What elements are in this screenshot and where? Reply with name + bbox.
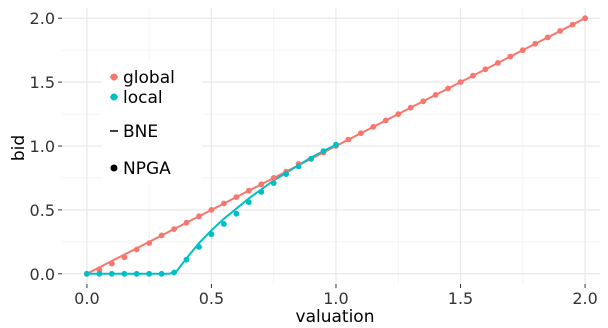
series-layer [84,15,588,277]
npga-point-global [146,240,153,247]
npga-point-global [358,130,364,137]
legend-key-npga-point [110,164,118,172]
legend-label-global: global [123,68,175,88]
npga-point-local [233,210,240,217]
npga-point-global [470,72,476,79]
npga-point-global [108,260,115,267]
npga-point-global [196,213,202,220]
npga-point-global [407,104,414,111]
npga-point-local [208,231,215,238]
npga-point-local [133,270,140,277]
npga-point-global [270,175,277,181]
npga-point-local [121,270,128,277]
npga-point-local [196,244,202,250]
npga-point-local [108,270,115,277]
x-tick-label: 1.0 [323,289,348,308]
npga-point-local [245,199,252,206]
bne-line-local [86,143,337,275]
npga-point-global [395,111,402,117]
npga-point-local [158,270,165,277]
npga-point-local [295,163,302,170]
y-tick-label: 0.5 [30,201,55,220]
npga-point-global [183,219,190,226]
npga-point-global [370,123,377,130]
npga-point-global [382,117,389,124]
y-tick-label: 0.0 [30,265,55,284]
npga-point-local [308,155,314,162]
npga-point-global [171,226,178,233]
npga-point-global [519,47,526,54]
npga-point-global [345,136,352,143]
y-axis-title: bid [9,135,29,161]
legend-background [102,62,202,184]
npga-point-global [121,254,128,261]
axes: 0.0 0.5 1.0 1.5 2.0 0.0 0.5 1.0 1.5 2.0 [30,9,598,308]
legend-label-bne: BNE [123,122,158,142]
npga-point-local [96,270,103,277]
npga-point-global [495,60,501,66]
npga-point-global [557,28,563,34]
npga-point-local [283,171,290,178]
x-tick-label: 0.0 [74,289,99,308]
y-tick-label: 1.0 [30,137,55,156]
y-tick-label: 1.5 [30,73,55,92]
npga-point-global [221,200,227,207]
npga-point-global [507,53,514,60]
npga-point-global [245,187,252,194]
npga-point-global [420,98,427,105]
npga-point-global [569,21,576,28]
npga-point-local [258,189,265,195]
npga-point-local [270,180,277,187]
npga-point-local [221,221,227,227]
npga-point-global [208,207,215,213]
npga-point-global [582,15,588,22]
npga-point-local [320,148,327,155]
npga-point-global [532,40,539,47]
npga-point-global [158,232,165,239]
x-tick-label: 0.5 [199,289,224,308]
npga-point-global [544,34,551,41]
legend-label-local: local [123,88,163,108]
npga-point-local [171,269,178,276]
y-tick-label: 2.0 [30,9,55,28]
npga-point-local [333,141,339,148]
npga-point-global [432,92,439,98]
npga-point-global [258,181,265,188]
x-tick-label: 1.5 [448,289,473,308]
x-tick-label: 2.0 [572,289,597,308]
npga-point-local [84,270,90,277]
npga-point-global [233,194,240,201]
legend-label-npga: NPGA [123,159,171,179]
npga-point-global [445,85,451,92]
npga-point-global [482,66,489,73]
npga-point-local [146,270,153,277]
npga-point-global [457,79,464,85]
npga-point-global [133,246,140,253]
npga-point-local [183,256,190,263]
x-axis-title: valuation [296,307,375,327]
